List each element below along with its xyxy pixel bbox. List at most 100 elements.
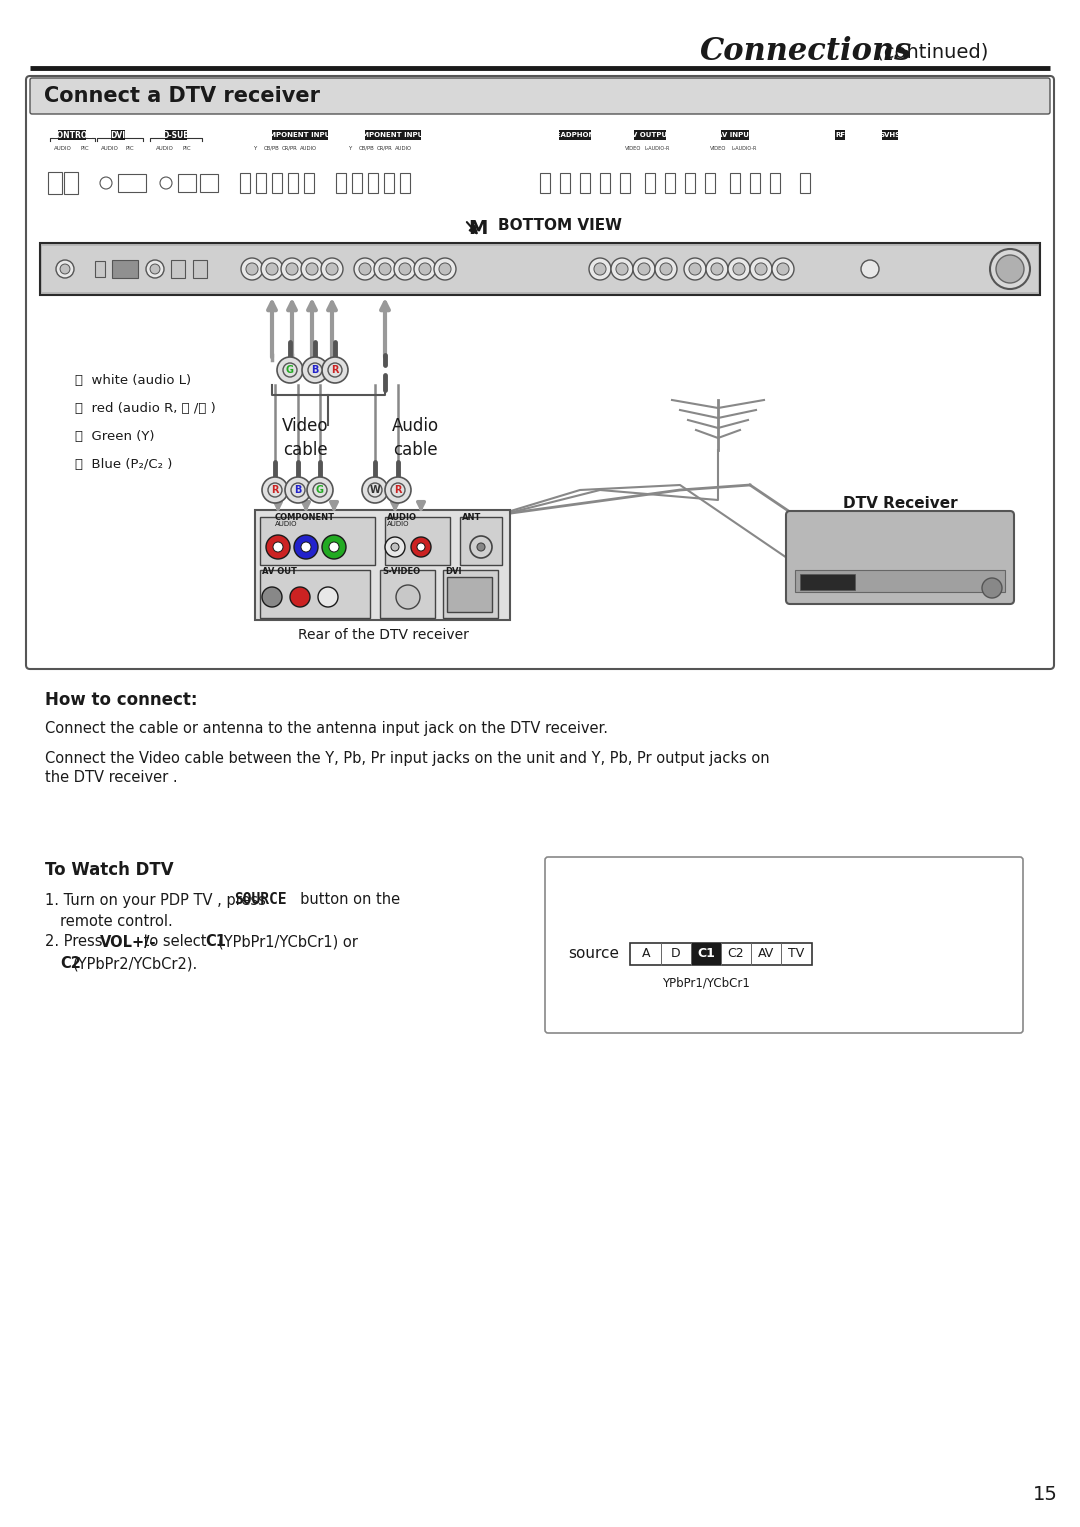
Text: Ⓡ  red (audio R, Ⓡ /Ⓢ ): Ⓡ red (audio R, Ⓡ /Ⓢ ) — [75, 402, 216, 414]
FancyBboxPatch shape — [26, 76, 1054, 669]
Circle shape — [60, 264, 70, 273]
Bar — [460, 518, 502, 565]
Text: R: R — [394, 486, 402, 495]
Bar — [272, 130, 328, 140]
Text: SOURCE: SOURCE — [234, 892, 286, 907]
Text: the DTV receiver .: the DTV receiver . — [45, 771, 177, 785]
Text: Connections: Connections — [700, 37, 913, 67]
Bar — [384, 518, 450, 565]
Text: DVI: DVI — [110, 130, 125, 139]
Text: B: B — [311, 365, 319, 376]
Text: To Watch DTV: To Watch DTV — [45, 861, 174, 880]
Text: BOTTOM VIEW: BOTTOM VIEW — [498, 217, 622, 232]
Circle shape — [266, 534, 291, 559]
Circle shape — [308, 363, 322, 377]
Bar — [881, 130, 899, 140]
Text: COMPONENT: COMPONENT — [275, 513, 335, 522]
Circle shape — [276, 357, 303, 383]
Circle shape — [285, 476, 311, 502]
Text: to select: to select — [139, 935, 211, 950]
Text: Y: Y — [349, 145, 352, 151]
Text: W: W — [369, 486, 380, 495]
Bar — [800, 173, 810, 192]
Circle shape — [291, 483, 305, 496]
Text: Video
cable: Video cable — [282, 417, 328, 458]
Bar — [352, 173, 362, 192]
Circle shape — [638, 263, 650, 275]
Bar — [380, 570, 435, 618]
Circle shape — [434, 258, 456, 279]
Circle shape — [990, 249, 1030, 289]
Text: PIC: PIC — [125, 145, 134, 151]
Circle shape — [301, 258, 323, 279]
Circle shape — [291, 586, 310, 608]
Text: CONTROL: CONTROL — [52, 130, 93, 139]
Circle shape — [262, 586, 282, 608]
Circle shape — [362, 476, 388, 502]
Circle shape — [374, 258, 396, 279]
Circle shape — [313, 483, 327, 496]
Circle shape — [411, 538, 431, 557]
Circle shape — [982, 579, 1002, 599]
Text: CB/PB: CB/PB — [265, 145, 280, 151]
Text: (YPbPr1/YCbCr1) or: (YPbPr1/YCbCr1) or — [218, 935, 357, 950]
Text: Ⓦ  white (audio L): Ⓦ white (audio L) — [75, 374, 191, 386]
Text: D: D — [671, 947, 680, 960]
Circle shape — [414, 258, 436, 279]
Bar — [171, 260, 185, 278]
Circle shape — [268, 483, 282, 496]
Circle shape — [477, 544, 485, 551]
Text: R: R — [271, 486, 279, 495]
Circle shape — [283, 363, 297, 377]
Text: AUDIO: AUDIO — [157, 145, 174, 151]
Circle shape — [261, 258, 283, 279]
Text: CR/PR: CR/PR — [377, 145, 393, 151]
Bar — [559, 130, 591, 140]
Circle shape — [322, 357, 348, 383]
Bar — [336, 173, 346, 192]
Text: AUDIO: AUDIO — [54, 145, 72, 151]
Text: Connect a DTV receiver: Connect a DTV receiver — [44, 86, 320, 105]
Circle shape — [660, 263, 672, 275]
Circle shape — [706, 258, 728, 279]
Circle shape — [241, 258, 264, 279]
Text: 1. Turn on your PDP TV , press: 1. Turn on your PDP TV , press — [45, 892, 270, 907]
Bar — [750, 173, 760, 192]
Circle shape — [56, 260, 75, 278]
Text: (continued): (continued) — [870, 43, 988, 61]
Bar — [835, 130, 846, 140]
Bar — [260, 518, 375, 565]
Bar — [288, 173, 298, 192]
Text: AUDIO: AUDIO — [299, 145, 316, 151]
Text: COMPONENT INPUT 1: COMPONENT INPUT 1 — [258, 131, 342, 137]
Bar — [255, 510, 510, 620]
Text: 2. Press: 2. Press — [45, 935, 107, 950]
Bar — [795, 570, 1005, 592]
Bar — [634, 130, 666, 140]
Circle shape — [733, 263, 745, 275]
Bar — [303, 173, 314, 192]
Circle shape — [399, 263, 411, 275]
Text: RF: RF — [835, 131, 845, 137]
Circle shape — [307, 476, 333, 502]
Bar — [685, 173, 696, 192]
Text: Connect the cable or antenna to the antenna input jack on the DTV receiver.: Connect the cable or antenna to the ante… — [45, 721, 608, 736]
Bar — [193, 260, 207, 278]
Text: Ⓑ  Blue (P₂/C₂ ): Ⓑ Blue (P₂/C₂ ) — [75, 458, 173, 470]
Circle shape — [417, 544, 426, 551]
Circle shape — [589, 258, 611, 279]
Text: SVHS: SVHS — [879, 131, 901, 137]
Bar — [645, 173, 654, 192]
Bar — [48, 173, 62, 194]
Text: C2: C2 — [60, 956, 81, 971]
Bar — [42, 246, 1038, 292]
Circle shape — [772, 258, 794, 279]
FancyBboxPatch shape — [545, 857, 1023, 1032]
Bar — [111, 130, 125, 140]
Circle shape — [302, 357, 328, 383]
Text: (YPbPr2/YCbCr2).: (YPbPr2/YCbCr2). — [73, 956, 199, 971]
Text: DTV Receiver: DTV Receiver — [842, 495, 957, 510]
Text: C2: C2 — [728, 947, 744, 960]
Bar — [118, 174, 146, 192]
Text: AV: AV — [758, 947, 774, 960]
